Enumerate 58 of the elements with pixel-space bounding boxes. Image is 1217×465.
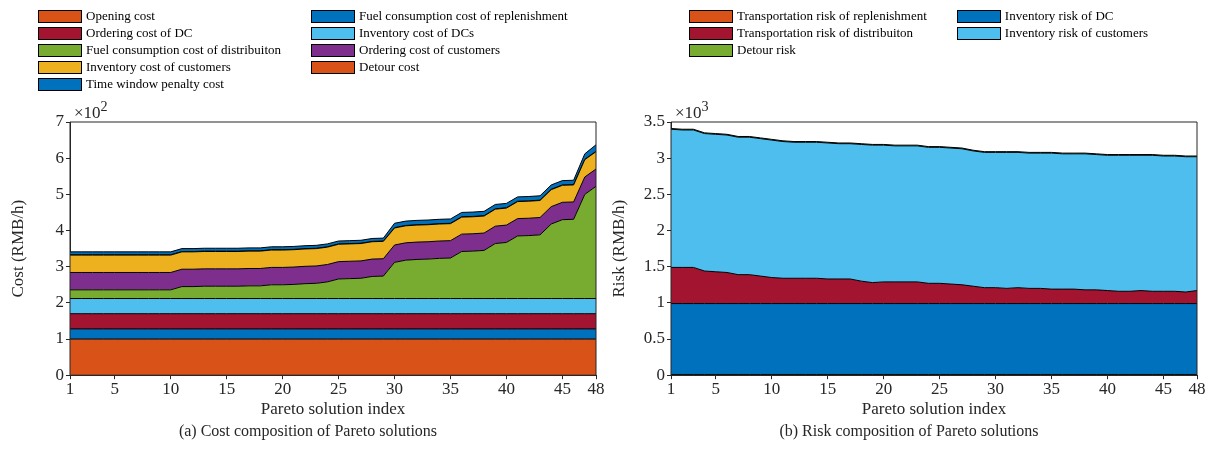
y-tick-label: 3.5 — [643, 111, 665, 131]
x-tick-label: 30 — [987, 378, 1005, 398]
y-tick-label: 0 — [55, 364, 64, 384]
legend-label: Time window penalty cost — [86, 76, 224, 92]
x-tick-label: 35 — [1043, 378, 1061, 398]
x-tick-label: 40 — [1098, 378, 1116, 398]
x-tick-label: 15 — [819, 378, 837, 398]
y-tick-label: 2 — [55, 292, 64, 312]
legend-label: Inventory risk of customers — [1004, 25, 1149, 41]
x-tick-label: 15 — [218, 378, 236, 398]
x-tick-label: 20 — [875, 378, 893, 398]
x-tick-label: 25 — [931, 378, 949, 398]
x-tick-label: 5 — [711, 378, 721, 398]
legend-label: Detour cost — [359, 59, 420, 75]
text: ×10$^{3}$ — [675, 98, 709, 123]
y-tick-label: 4 — [55, 219, 65, 239]
legend-label: Inventory risk of DC — [1004, 8, 1114, 24]
y-tick-label: 7 — [55, 111, 65, 131]
y-tick-label: 0 — [656, 364, 665, 384]
x-tick-label: 45 — [553, 378, 571, 398]
legend-label: Ordering cost of DC — [86, 25, 193, 41]
x-tick-label: 10 — [763, 378, 781, 398]
y-tick-label: 5 — [55, 183, 64, 203]
text: ×10$^{2}$ — [74, 98, 108, 123]
legend-label: Fuel consumption cost of replenishment — [359, 8, 568, 24]
x-tick-label: 48 — [1188, 378, 1206, 398]
legend-label: Transportation risk of distribuiton — [737, 25, 914, 41]
y-tick-label: 2.5 — [643, 183, 665, 203]
legend-label: Inventory cost of customers — [86, 59, 231, 75]
legend-label: Opening cost — [86, 8, 155, 24]
x-tick-label: 5 — [110, 378, 120, 398]
y-tick-label: 2 — [656, 219, 665, 239]
legend-label: Fuel consumption cost of distribuiton — [86, 42, 281, 58]
legend-label: Detour risk — [737, 42, 796, 58]
x-tick-label: 40 — [497, 378, 515, 398]
x-tick-label: 20 — [274, 378, 292, 398]
y-tick-label: 1 — [55, 328, 64, 348]
text: (a) Cost composition of Pareto solutions — [177, 422, 439, 440]
x-tick-label: 45 — [1154, 378, 1172, 398]
y-tick-label: 3 — [656, 147, 665, 167]
y-tick-label: 1 — [656, 292, 665, 312]
x-tick-label: 30 — [386, 378, 404, 398]
y-axis-title: Risk (RMB/h) — [608, 199, 628, 298]
x-tick-label: 48 — [587, 378, 605, 398]
x-tick-label: 25 — [330, 378, 348, 398]
y-tick-label: 1.5 — [643, 256, 665, 276]
legend-label: Transportation risk of replenishment — [737, 8, 927, 24]
x-axis-title: Pareto solution index — [260, 399, 406, 419]
y-tick-label: 3 — [55, 256, 64, 276]
y-tick-label: 0.5 — [643, 328, 665, 348]
y-tick-label: 6 — [55, 147, 64, 167]
x-tick-label: 35 — [442, 378, 460, 398]
x-tick-label: 10 — [162, 378, 180, 398]
y-axis-title: Cost (RMB/h) — [7, 199, 27, 298]
text: (b) Risk composition of Pareto solutions — [778, 422, 1040, 440]
legend-label: Ordering cost of customers — [359, 42, 501, 58]
x-axis-title: Pareto solution index — [861, 399, 1007, 419]
legend-label: Inventory cost of DCs — [359, 25, 475, 41]
